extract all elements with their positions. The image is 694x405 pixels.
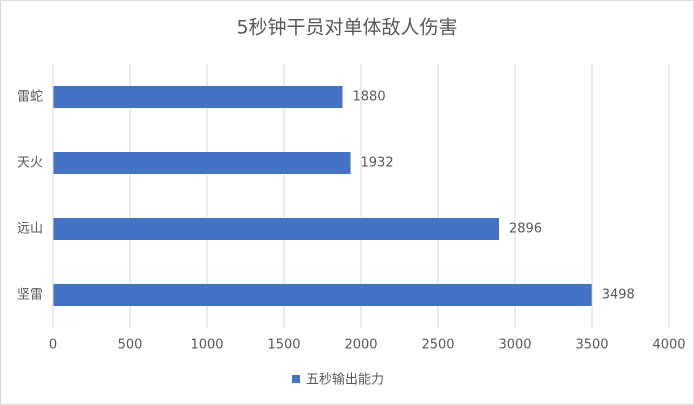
x-tick-label: 3000 bbox=[498, 338, 531, 353]
data-label: 2896 bbox=[509, 222, 542, 237]
data-label: 3498 bbox=[602, 288, 635, 303]
y-tick-label: 雷蛇 bbox=[17, 90, 43, 105]
legend-swatch bbox=[292, 375, 300, 383]
x-tick-label: 1000 bbox=[190, 338, 223, 353]
data-label: 1932 bbox=[361, 156, 394, 171]
bar bbox=[53, 218, 499, 240]
y-tick-label: 天火 bbox=[17, 156, 43, 171]
x-tick-label: 0 bbox=[49, 338, 57, 353]
x-tick-label: 2000 bbox=[344, 338, 377, 353]
x-tick-label: 1500 bbox=[267, 338, 300, 353]
x-tick-label: 2500 bbox=[421, 338, 454, 353]
y-tick-label: 远山 bbox=[17, 222, 43, 237]
x-tick-label: 500 bbox=[118, 338, 143, 353]
y-tick-label: 坚雷 bbox=[17, 288, 43, 303]
chart-title: 5秒钟干员对单体敌人伤害 bbox=[236, 17, 457, 39]
bar bbox=[53, 284, 592, 306]
legend-label: 五秒输出能力 bbox=[306, 372, 384, 388]
data-label: 1880 bbox=[353, 90, 386, 105]
bar bbox=[53, 152, 351, 174]
x-tick-label: 3500 bbox=[575, 338, 608, 353]
bar bbox=[53, 86, 343, 108]
x-tick-label: 4000 bbox=[652, 338, 685, 353]
